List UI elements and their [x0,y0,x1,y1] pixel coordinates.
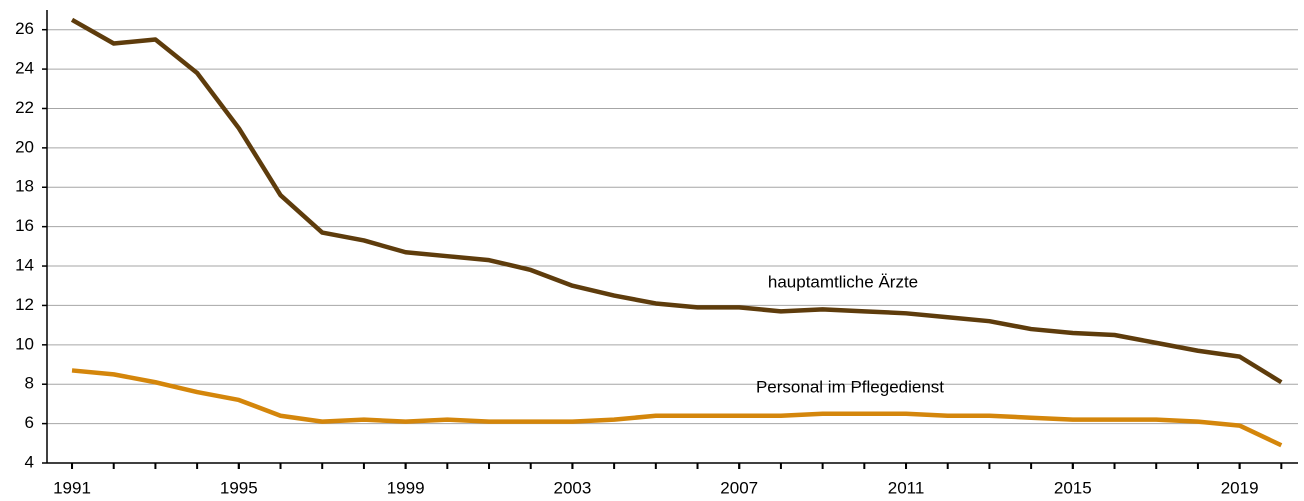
series-line [70,17,1283,385]
x-tick-label: 1995 [220,478,258,497]
series-line [71,368,1283,448]
y-tick-label: 4 [25,452,34,471]
y-tick-label: 24 [15,59,34,78]
series-label: hauptamtliche Ärzte [768,272,918,291]
y-tick-label: 12 [15,295,34,314]
y-tick-label: 18 [15,177,34,196]
x-tick-label: 2011 [888,478,925,497]
y-tick-label: 14 [15,256,34,275]
x-tick-label: 1991 [53,478,91,497]
x-tick-label: 1999 [387,478,425,497]
y-tick-label: 16 [15,216,34,235]
series-label: Personal im Pflegedienst [756,377,944,396]
y-tick-label: 6 [25,413,34,432]
x-tick-label: 2015 [1054,478,1092,497]
x-tick-label: 2007 [720,478,758,497]
y-tick-label: 22 [15,98,34,117]
x-tick-label: 2019 [1221,478,1259,497]
x-tick-label: 2003 [554,478,592,497]
y-tick-label: 26 [15,19,34,38]
y-tick-label: 20 [15,137,34,156]
y-tick-label: 8 [25,374,34,393]
y-tick-label: 10 [15,334,34,353]
